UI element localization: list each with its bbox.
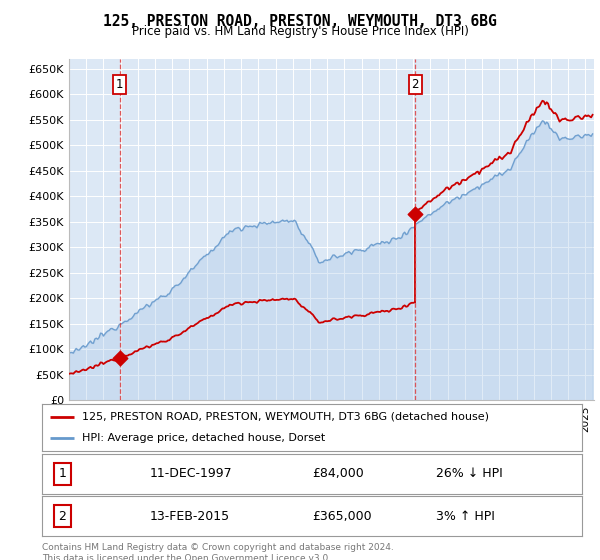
- Text: 26% ↓ HPI: 26% ↓ HPI: [436, 467, 503, 480]
- Text: 125, PRESTON ROAD, PRESTON, WEYMOUTH, DT3 6BG (detached house): 125, PRESTON ROAD, PRESTON, WEYMOUTH, DT…: [83, 412, 490, 422]
- Point: [115, 353, 124, 362]
- Text: £365,000: £365,000: [312, 510, 371, 523]
- Text: 11-DEC-1997: 11-DEC-1997: [150, 467, 233, 480]
- Text: 125, PRESTON ROAD, PRESTON, WEYMOUTH, DT3 6BG: 125, PRESTON ROAD, PRESTON, WEYMOUTH, DT…: [103, 14, 497, 29]
- Text: 13-FEB-2015: 13-FEB-2015: [150, 510, 230, 523]
- Text: HPI: Average price, detached house, Dorset: HPI: Average price, detached house, Dors…: [83, 433, 326, 444]
- Text: 2: 2: [59, 510, 67, 523]
- Text: Price paid vs. HM Land Registry's House Price Index (HPI): Price paid vs. HM Land Registry's House …: [131, 25, 469, 38]
- Text: 3% ↑ HPI: 3% ↑ HPI: [436, 510, 495, 523]
- Text: 2: 2: [412, 78, 419, 91]
- Text: £84,000: £84,000: [312, 467, 364, 480]
- Point: [410, 210, 420, 219]
- Text: 1: 1: [59, 467, 67, 480]
- Text: Contains HM Land Registry data © Crown copyright and database right 2024.
This d: Contains HM Land Registry data © Crown c…: [42, 543, 394, 560]
- Text: 1: 1: [116, 78, 124, 91]
